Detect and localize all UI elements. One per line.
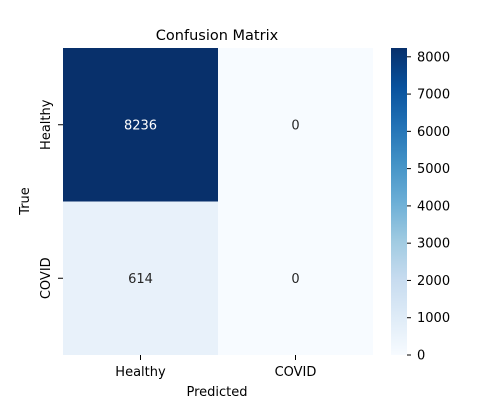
colorbar: 0 1000 2000 3000 4000 5000 6000 7000 8000 (391, 48, 450, 364)
x-axis-label: Predicted (186, 385, 247, 400)
heatmap-cell (63, 48, 218, 202)
colorbar-tick-label: 3000 (417, 237, 450, 252)
colorbar-tick-label: 2000 (417, 274, 450, 289)
x-tick-label: COVID (275, 365, 317, 380)
colorbar-tick-label: 1000 (417, 311, 450, 326)
colorbar-tick-label: 4000 (417, 199, 450, 214)
colorbar-tick-label: 7000 (417, 88, 450, 103)
cell-value-label: 0 (291, 272, 299, 287)
colorbar-tick-label: 5000 (417, 162, 450, 177)
colorbar-gradient (391, 48, 407, 355)
y-axis: Healthy COVID (39, 99, 63, 299)
chart-title: Confusion Matrix (156, 28, 279, 44)
heatmap-cells: 8236 0 614 0 (63, 48, 373, 355)
cell-value-label: 0 (291, 118, 299, 133)
y-tick-label: Healthy (39, 99, 54, 150)
cell-value-label: 614 (128, 272, 153, 287)
x-axis: Healthy COVID (115, 355, 316, 380)
colorbar-tick-label: 0 (417, 349, 425, 364)
colorbar-tick-label: 6000 (417, 125, 450, 140)
heatmap-cell (63, 201, 218, 355)
heatmap-cell (218, 48, 373, 202)
colorbar-tick-label: 8000 (417, 50, 450, 65)
x-tick-label: Healthy (115, 365, 166, 380)
cell-value-label: 8236 (124, 118, 157, 133)
y-tick-label: COVID (39, 257, 54, 299)
y-axis-label: True (18, 187, 33, 216)
heatmap-cell (218, 201, 373, 355)
